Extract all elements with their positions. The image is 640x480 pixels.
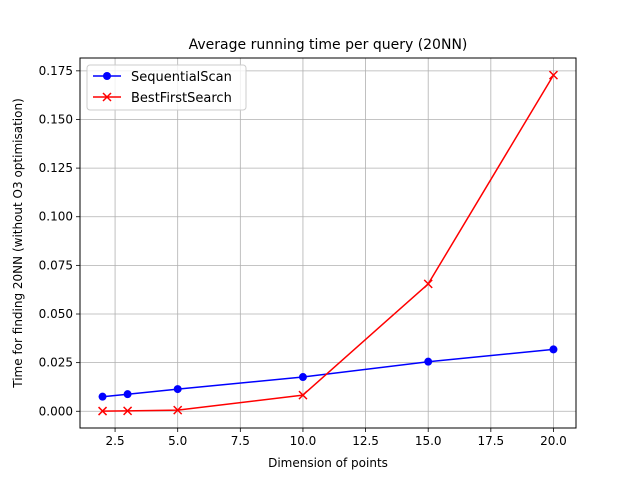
y-tick-label: 0.175 (39, 64, 73, 78)
x-axis-label: Dimension of points (268, 456, 388, 470)
y-tick-label: 0.025 (39, 356, 73, 370)
x-tick-label: 20.0 (540, 434, 567, 448)
data-point-bestfirstsearch (123, 406, 133, 416)
legend-bestfirstsearch-label: BestFirstSearch (131, 91, 232, 106)
data-point-bestfirstsearch (98, 406, 108, 416)
legend-bestfirstsearch-marker (102, 92, 112, 102)
x-tick-label: 17.5 (477, 434, 504, 448)
x-tick-label: 12.5 (352, 434, 379, 448)
data-point-sequentialscan (424, 357, 433, 366)
x-tick-label: 7.5 (231, 434, 250, 448)
data-point-sequentialscan (173, 385, 182, 394)
plot-series (98, 70, 558, 416)
legend-sequentialscan-marker (103, 72, 111, 80)
x-tick-label: 2.5 (106, 434, 125, 448)
y-axis-label: Time for finding 20NN (without O3 optimi… (11, 98, 25, 388)
plot-frame (79, 57, 577, 429)
chart-title: Average running time per query (20NN) (189, 37, 468, 53)
y-tick-label: 0.075 (39, 258, 73, 272)
data-point-sequentialscan (98, 392, 107, 401)
legend-sequentialscan-label: SequentialScan (131, 70, 232, 85)
data-point-bestfirstsearch (173, 405, 183, 415)
y-tick-label: 0.050 (39, 307, 73, 321)
y-tick-label: 0.000 (39, 404, 73, 418)
data-point-bestfirstsearch (423, 279, 433, 289)
axis-ticks: 2.5 5.0 7.5 10.0 12.5 15.0 17.5 20.0 0.000 0.025 0… (39, 64, 567, 448)
legend: SequentialScan BestFirstSearch (86, 64, 247, 111)
y-tick-label: 0.125 (39, 161, 73, 175)
data-point-bestfirstsearch (298, 390, 308, 400)
series-line-sequentialscan (102, 348, 554, 398)
x-tick-label: 5.0 (168, 434, 187, 448)
y-tick-label: 0.150 (39, 112, 73, 126)
data-point-sequentialscan (123, 390, 132, 399)
grid (80, 58, 576, 428)
y-tick-label: 0.100 (39, 210, 73, 224)
x-tick-label: 15.0 (415, 434, 442, 448)
data-point-sequentialscan (549, 345, 558, 354)
legend-box (86, 64, 247, 111)
data-point-sequentialscan (298, 373, 307, 382)
data-point-bestfirstsearch (548, 70, 558, 80)
series-line-bestfirstsearch (102, 74, 555, 412)
x-tick-label: 10.0 (290, 434, 317, 448)
